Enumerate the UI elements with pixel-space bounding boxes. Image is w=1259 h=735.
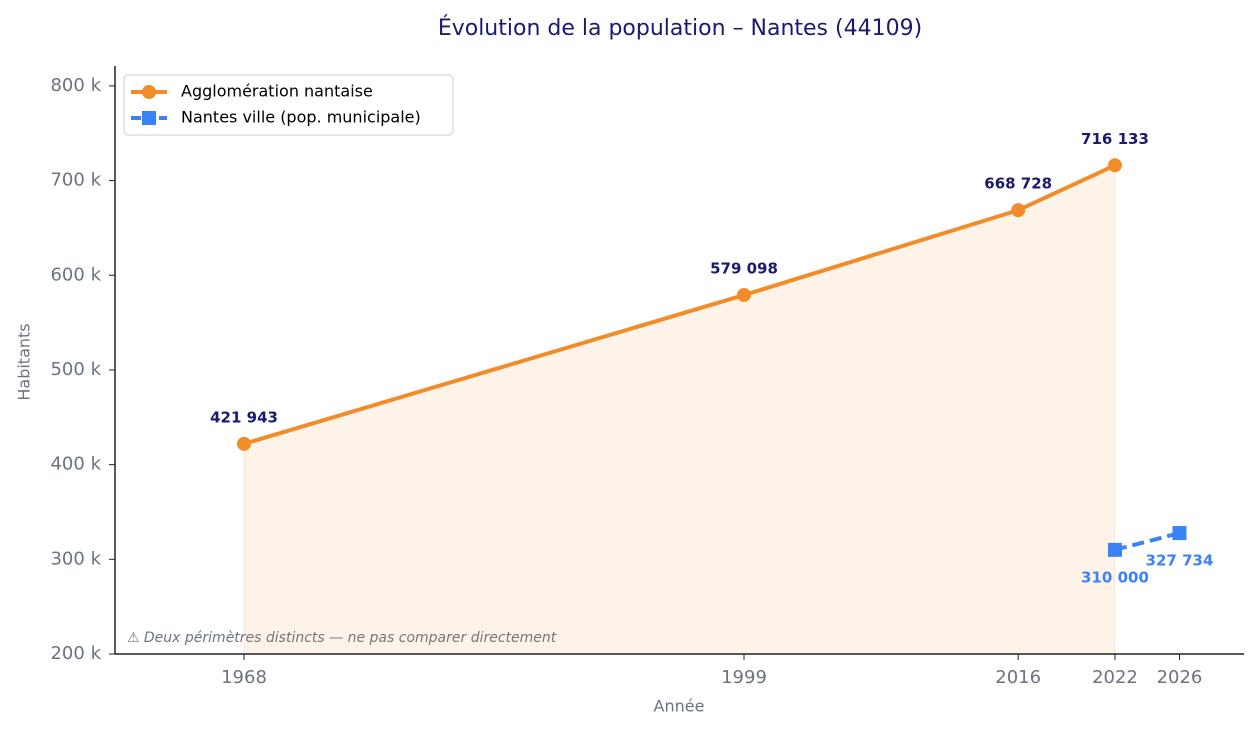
y-tick-label: 400 k	[50, 454, 101, 475]
legend-box	[123, 74, 454, 136]
y-tick-label: 500 k	[50, 359, 101, 380]
x-tick-label: 1968	[221, 667, 267, 688]
annotation: ⚠ Deux périmètres distincts — ne pas com…	[127, 630, 557, 646]
legend-label: Agglomération nantaise	[181, 82, 373, 101]
data-label: 310 000	[1081, 568, 1149, 586]
x-axis-label: Année	[654, 697, 705, 716]
data-point	[237, 436, 252, 451]
y-tick-label: 600 k	[50, 264, 101, 285]
chart-title: Évolution de la population – Nantes (441…	[438, 15, 922, 41]
legend-marker	[142, 85, 156, 99]
data-point	[1107, 158, 1122, 173]
data-label: 327 734	[1146, 552, 1214, 570]
data-point	[1172, 526, 1187, 541]
data-label: 579 098	[710, 260, 778, 278]
legend-marker	[142, 111, 156, 125]
y-tick-label: 300 k	[50, 548, 101, 569]
y-tick-label: 800 k	[50, 75, 101, 96]
y-tick-label: 700 k	[50, 170, 101, 191]
data-point	[737, 288, 752, 303]
y-tick-label: 200 k	[50, 643, 101, 664]
data-label: 421 943	[210, 408, 278, 426]
legend: Agglomération nantaise Nantes ville (pop.…	[123, 74, 454, 136]
data-label: 668 728	[984, 175, 1052, 193]
line	[243, 163, 1116, 446]
x-tick-label: 2016	[995, 667, 1041, 688]
x-tick-label: 2026	[1157, 667, 1203, 688]
x-tick-label: 1999	[721, 667, 767, 688]
y-axis-label: Habitants	[15, 323, 34, 400]
legend-label: Nantes ville (pop. municipale)	[181, 108, 421, 127]
data-point	[1107, 542, 1122, 557]
line	[1114, 531, 1180, 552]
data-point	[1011, 203, 1026, 218]
x-tick-label: 2022	[1092, 667, 1138, 688]
area	[243, 164, 1116, 655]
data-label: 716 133	[1081, 130, 1149, 148]
